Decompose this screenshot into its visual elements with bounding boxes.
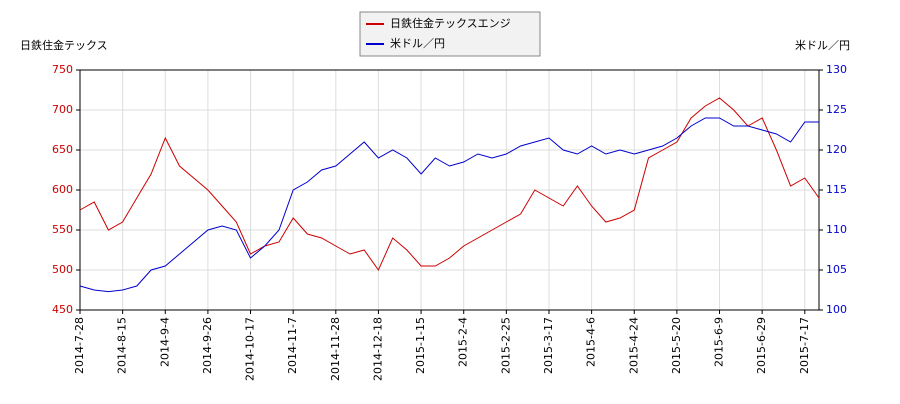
y2-tick-label: 110 (826, 223, 847, 236)
x-tick-label: 2014-12-18 (371, 317, 384, 381)
series-line (79, 117, 819, 293)
y2-tick-label: 130 (826, 63, 847, 76)
x-tick-label: 2014-9-4 (158, 317, 171, 367)
y-tick-label: 450 (52, 303, 73, 316)
y2-axis-title: 米ドル／円 (795, 39, 850, 52)
x-tick-label: 2015-2-25 (499, 317, 512, 374)
x-tick-label: 2015-4-24 (627, 317, 640, 374)
x-tick-label: 2014-11-7 (286, 317, 299, 374)
y-tick-label: 750 (52, 63, 73, 76)
x-tick-label: 2015-4-6 (585, 317, 598, 367)
plot-frame (79, 69, 820, 311)
x-tick-label: 2015-2-4 (457, 317, 470, 367)
legend-label: 日鉄住金テックスエンジ (390, 16, 511, 30)
x-tick-label: 2014-7-28 (73, 317, 86, 374)
y-axis-title: 日鉄住金テックス (20, 38, 108, 52)
y-tick-label: 600 (52, 183, 73, 196)
y2-tick-label: 115 (826, 183, 847, 196)
x-tick-label: 2015-3-17 (542, 317, 555, 374)
y-tick-label: 700 (52, 103, 73, 116)
y-tick-label: 650 (52, 143, 73, 156)
x-tick-label: 2015-7-17 (798, 317, 811, 374)
x-tick-label: 2015-6-9 (713, 317, 726, 367)
series-line (79, 97, 820, 272)
y-tick-label: 550 (52, 223, 73, 236)
y2-tick-label: 100 (826, 303, 847, 316)
legend-box (359, 11, 541, 57)
x-tick-label: 2014-11-28 (329, 317, 342, 381)
x-tick-label: 2014-9-26 (201, 317, 214, 374)
x-tick-label: 2014-8-15 (116, 317, 129, 374)
x-tick-label: 2015-5-20 (670, 317, 683, 374)
y2-tick-label: 120 (826, 143, 847, 156)
x-tick-label: 2015-1-15 (414, 317, 427, 374)
y-tick-label: 500 (52, 263, 73, 276)
x-tick-label: 2014-10-17 (244, 317, 257, 381)
y2-tick-label: 125 (826, 103, 847, 116)
legend-label: 米ドル／円 (390, 37, 445, 50)
x-tick-label: 2015-6-29 (755, 317, 768, 374)
y2-tick-label: 105 (826, 263, 847, 276)
